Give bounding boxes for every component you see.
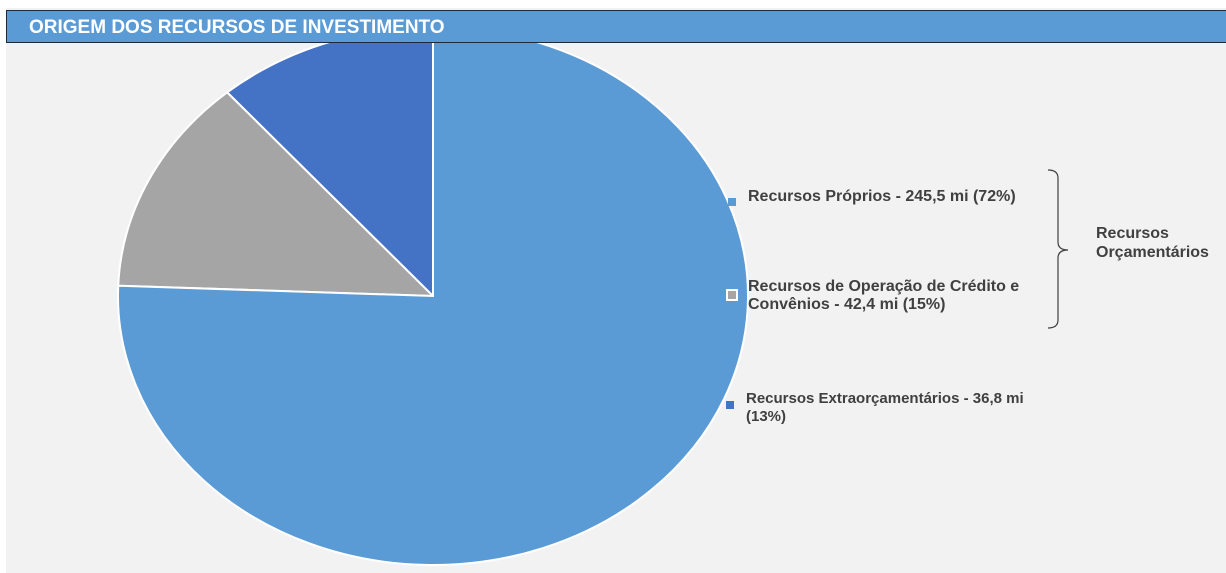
annotation: Recursos Orçamentários — [1096, 225, 1209, 261]
chart-title: ORIGEM DOS RECURSOS DE INVESTIMENTO — [6, 10, 1226, 43]
legend-label: Recursos de Operação de Crédito e Convên… — [748, 278, 1020, 313]
pie-slice — [117, 25, 749, 566]
legend-swatch — [728, 198, 736, 206]
legend-swatch — [726, 289, 738, 301]
legend-swatch — [726, 401, 734, 409]
pie-slice — [117, 91, 436, 298]
legend-label: Recursos Extraorçamentários - 36,8 mi (1… — [746, 390, 1024, 425]
bracket — [1047, 169, 1069, 329]
chart-area: Recursos Orçamentários Recursos Próprios… — [6, 8, 1226, 573]
chart — [117, 25, 1069, 566]
legend-label: Recursos Próprios - 245,5 mi (72%) — [748, 188, 1016, 205]
